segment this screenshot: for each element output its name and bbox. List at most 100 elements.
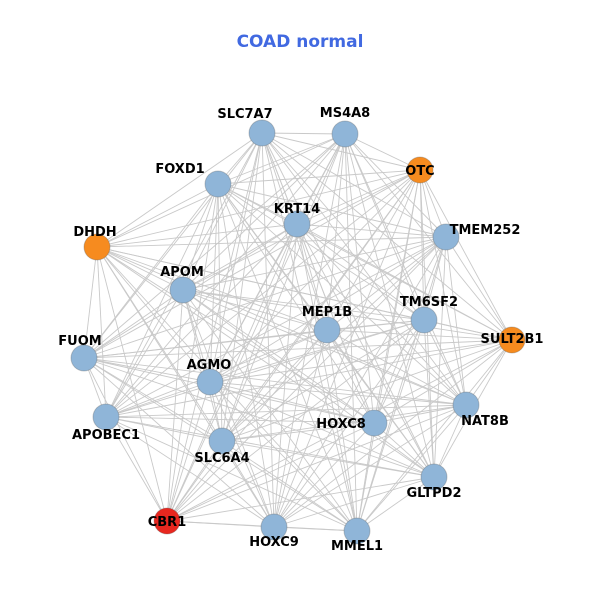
network-edge	[105, 416, 275, 528]
node-label-ms4a8: MS4A8	[320, 106, 370, 121]
network-edge	[83, 132, 263, 359]
network-edge	[296, 223, 425, 321]
network-edge	[105, 416, 358, 532]
network-edge	[261, 132, 513, 341]
node-label-mep1b: MEP1B	[302, 305, 352, 320]
network-edge	[217, 183, 447, 238]
node-label-fuom: FUOM	[58, 334, 101, 349]
network-edge	[221, 440, 275, 528]
network-edge	[261, 132, 435, 478]
network-edge	[221, 440, 358, 532]
network-edge	[96, 132, 263, 248]
node-label-tm6sf2: TM6SF2	[400, 295, 458, 310]
network-edge	[217, 133, 346, 185]
network-edge	[356, 476, 435, 532]
network-edge	[96, 246, 107, 418]
network-edge	[344, 133, 435, 478]
node-label-hoxc9: HOXC9	[249, 535, 299, 550]
network-edge	[182, 133, 346, 291]
network-edge	[217, 169, 421, 185]
network-edge	[373, 236, 447, 424]
network-edge	[105, 416, 435, 478]
network-edge	[83, 357, 435, 478]
network-edge	[344, 133, 467, 406]
network-node-slc6a4	[208, 427, 236, 455]
network-edge	[356, 422, 375, 532]
node-label-hoxc8: HOXC8	[316, 417, 366, 432]
node-label-agmo: AGMO	[187, 358, 232, 373]
network-node-dhdh	[83, 233, 111, 261]
network-edge	[261, 132, 447, 238]
network-edge	[166, 169, 421, 522]
network-edge	[326, 329, 467, 406]
network-node-nat8b	[452, 391, 480, 419]
network-node-hoxc9	[260, 513, 288, 541]
network-edge	[356, 236, 447, 532]
network-edge	[261, 132, 421, 171]
network-edge	[166, 422, 375, 522]
network-edge	[221, 339, 513, 442]
network-edge	[182, 289, 275, 528]
network-edge	[105, 319, 425, 418]
network-edge	[166, 381, 211, 522]
network-edge	[166, 329, 328, 522]
network-edge	[296, 223, 513, 341]
network-edge	[83, 183, 219, 359]
network-edge	[209, 236, 447, 383]
network-edge	[296, 223, 358, 532]
network-edge	[96, 246, 168, 522]
network-edge	[182, 289, 375, 424]
node-label-gltpd2: GLTPD2	[406, 486, 461, 501]
network-edge	[166, 476, 435, 522]
network-edge	[83, 357, 223, 442]
network-edge	[182, 289, 425, 321]
network-edge	[83, 169, 421, 359]
network-edge	[209, 381, 375, 424]
network-edge	[96, 246, 211, 383]
network-edge	[423, 319, 513, 341]
network-node-mmel1	[343, 517, 371, 545]
network-edge	[221, 404, 467, 442]
network-edge	[209, 329, 328, 383]
network-edge	[166, 133, 346, 522]
network-node-apom	[169, 276, 197, 304]
network-edge	[221, 440, 435, 478]
network-edge	[273, 526, 358, 532]
network-edge	[221, 319, 425, 442]
network-edge	[423, 319, 435, 478]
network-node-hoxc8	[360, 409, 388, 437]
network-edge	[96, 246, 328, 331]
network-edge	[261, 132, 425, 321]
network-edge	[182, 289, 328, 331]
network-edge	[83, 289, 184, 359]
network-edge	[344, 133, 425, 321]
network-edge	[344, 133, 513, 341]
network-edge	[96, 183, 219, 248]
network-edge	[96, 169, 421, 248]
network-node-ms4a8	[331, 120, 359, 148]
node-label-sult2b1: SULT2B1	[481, 332, 544, 347]
network-edge	[296, 169, 421, 225]
network-edge	[105, 404, 467, 418]
network-edge	[326, 329, 358, 532]
network-edge	[273, 236, 447, 528]
network-edge	[83, 236, 447, 359]
network-edge	[166, 404, 467, 522]
network-node-fuom	[70, 344, 98, 372]
node-label-dhdh: DHDH	[73, 225, 116, 240]
network-node-otc	[406, 156, 434, 184]
network-edge	[423, 319, 467, 406]
network-edge	[209, 381, 358, 532]
network-edge	[209, 339, 513, 383]
network-edge	[105, 132, 263, 418]
network-edge	[105, 183, 219, 418]
network-edge	[105, 169, 421, 418]
network-edge	[105, 236, 447, 418]
network-edge	[96, 236, 447, 248]
network-node-gltpd2	[420, 463, 448, 491]
node-label-krt14: KRT14	[274, 202, 320, 217]
network-edge	[373, 422, 435, 478]
network-edge	[83, 357, 168, 522]
